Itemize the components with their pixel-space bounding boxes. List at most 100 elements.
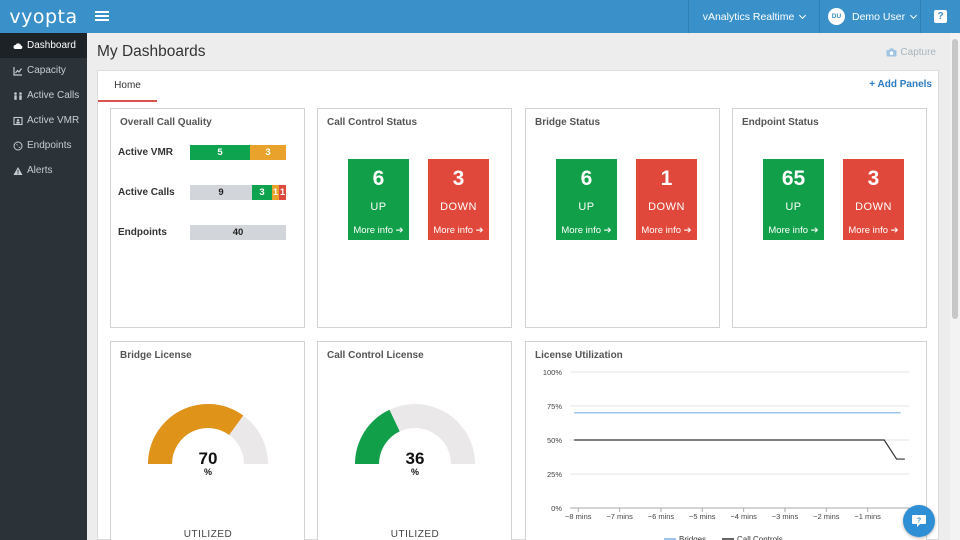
series-line — [574, 439, 905, 460]
quality-segment-good[interactable]: 3 — [252, 185, 272, 200]
legend-label: Call Controls — [737, 535, 783, 540]
x-tick-label: −1 mins — [854, 512, 881, 521]
x-tick-label: −8 mins — [565, 512, 592, 521]
down-label: DOWN — [648, 201, 685, 213]
more-info-link[interactable]: More info ➔ — [848, 225, 899, 236]
quality-row-active-calls: Active Calls 9 3 1 1 — [118, 185, 298, 200]
quality-label: Active VMR — [118, 147, 174, 158]
arrow-circle-right-icon: ➔ — [683, 225, 692, 236]
divider — [920, 0, 921, 33]
down-label: DOWN — [440, 201, 477, 213]
quality-segment-fair[interactable]: 3 — [250, 145, 286, 160]
tab-home[interactable]: Home — [98, 71, 157, 102]
capture-label: Capture — [900, 47, 936, 58]
video-room-icon — [12, 116, 24, 126]
more-info-link[interactable]: More info ➔ — [353, 225, 404, 236]
call-control-license-panel: Call Control License 36 % UTILIZED — [317, 341, 512, 540]
sidebar-item-alerts[interactable]: Alerts — [0, 158, 87, 183]
user-menu[interactable]: DU Demo User — [820, 0, 920, 33]
down-tile[interactable]: 3 DOWN More info ➔ — [843, 159, 904, 240]
overall-call-quality-panel: Overall Call Quality Active VMR 5 3 Acti… — [110, 108, 305, 328]
quality-bar[interactable]: 40 — [190, 225, 286, 240]
arrow-circle-right-icon: ➔ — [395, 225, 404, 236]
down-tile[interactable]: 1 DOWN More info ➔ — [636, 159, 697, 240]
quality-row-endpoints: Endpoints 40 — [118, 225, 298, 240]
divider — [688, 0, 689, 33]
main-content: My Dashboards Capture Home + Add Panels … — [87, 33, 960, 540]
arrow-circle-right-icon: ➔ — [603, 225, 612, 236]
more-info-link[interactable]: More info ➔ — [641, 225, 692, 236]
more-info-link[interactable]: More info ➔ — [433, 225, 484, 236]
users-icon — [12, 91, 24, 101]
top-bar: vAnalytics Realtime DU Demo User ? — [87, 0, 960, 33]
help-button[interactable]: ? — [921, 0, 960, 33]
realtime-label: vAnalytics Realtime — [702, 10, 795, 23]
user-name: Demo User — [852, 10, 906, 23]
y-tick-label: 100% — [543, 368, 563, 377]
y-tick-label: 75% — [547, 402, 562, 411]
sidebar: vyopta Dashboard Capacity Active Calls A… — [0, 0, 87, 540]
chevron-down-icon — [799, 11, 807, 19]
y-tick-label: 50% — [547, 436, 562, 445]
capture-button[interactable]: Capture — [886, 47, 936, 58]
x-tick-label: −7 mins — [606, 512, 633, 521]
panel-title: Call Control Status — [327, 117, 418, 128]
sidebar-item-label: Dashboard — [27, 40, 76, 51]
gauge-unit: % — [410, 467, 419, 477]
scrollbar-thumb[interactable] — [952, 39, 958, 319]
more-info-link[interactable]: More info ➔ — [561, 225, 612, 236]
scrollbar[interactable] — [950, 33, 960, 540]
call-control-status-panel: Call Control Status 6 UP More info ➔ 3 D… — [317, 108, 512, 328]
page-title: My Dashboards — [97, 43, 206, 60]
x-tick-label: −5 mins — [689, 512, 716, 521]
endpoint-status-panel: Endpoint Status 65 UP More info ➔ 3 DOWN… — [732, 108, 927, 328]
up-tile[interactable]: 6 UP More info ➔ — [348, 159, 409, 240]
down-tile[interactable]: 3 DOWN More info ➔ — [428, 159, 489, 240]
menu-toggle-icon[interactable] — [95, 8, 109, 24]
bridge-license-gauge — [148, 404, 268, 464]
warning-icon — [12, 166, 24, 176]
cloud-icon — [12, 41, 24, 51]
line-chart-icon — [12, 66, 24, 76]
up-label: UP — [578, 201, 595, 213]
arrow-circle-right-icon: ➔ — [810, 225, 819, 236]
more-info-link[interactable]: More info ➔ — [768, 225, 819, 236]
logo-text: vyopta — [9, 5, 78, 28]
gauge-footer: UTILIZED — [183, 529, 233, 540]
quality-segment-unknown[interactable]: 40 — [190, 225, 286, 240]
quality-segment-good[interactable]: 5 — [190, 145, 250, 160]
sidebar-item-capacity[interactable]: Capacity — [0, 58, 87, 83]
y-tick-label: 0% — [551, 504, 562, 513]
panel-title: Overall Call Quality — [120, 117, 212, 128]
x-tick-label: −4 mins — [730, 512, 757, 521]
help-icon: ? — [934, 10, 947, 23]
quality-segment-fair[interactable]: 1 — [272, 185, 279, 200]
up-tile[interactable]: 6 UP More info ➔ — [556, 159, 617, 240]
sidebar-item-dashboard[interactable]: Dashboard — [0, 33, 87, 58]
x-tick-label: −6 mins — [648, 512, 675, 521]
license-utilization-chart: 0% 25% 50% 75% 100% −8 mins −7 mins −6 mins −5 m… — [543, 368, 914, 540]
sidebar-item-active-vmr[interactable]: Active VMR — [0, 108, 87, 133]
realtime-dropdown[interactable]: vAnalytics Realtime — [689, 0, 819, 33]
down-count: 3 — [452, 167, 465, 190]
quality-segment-unknown[interactable]: 9 — [190, 185, 252, 200]
chat-button[interactable]: ? — [903, 505, 935, 537]
up-tile[interactable]: 65 UP More info ➔ — [763, 159, 824, 240]
sidebar-item-active-calls[interactable]: Active Calls — [0, 83, 87, 108]
gauge-value: 36 — [405, 449, 425, 468]
sidebar-item-label: Active VMR — [27, 115, 80, 126]
quality-segment-poor[interactable]: 1 — [279, 185, 286, 200]
arrow-circle-right-icon: ➔ — [890, 225, 899, 236]
x-tick-label: −2 mins — [813, 512, 840, 521]
add-panels-button[interactable]: + Add Panels — [869, 79, 932, 90]
quality-bar[interactable]: 9 3 1 1 — [190, 185, 286, 200]
sidebar-item-label: Alerts — [27, 165, 53, 176]
quality-bar[interactable]: 5 3 — [190, 145, 286, 160]
bridge-license-panel: Bridge License 70 % UTILIZED — [110, 341, 305, 540]
sidebar-item-label: Capacity — [27, 65, 66, 76]
up-count: 6 — [372, 167, 385, 190]
sidebar-item-endpoints[interactable]: Endpoints — [0, 133, 87, 158]
gauge-unit: % — [203, 467, 212, 477]
logo[interactable]: vyopta — [0, 0, 87, 33]
gauge-fill — [355, 409, 400, 464]
